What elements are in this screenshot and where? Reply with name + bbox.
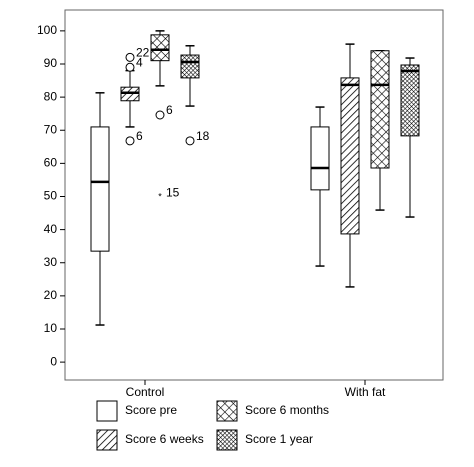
outlier [125, 62, 135, 72]
y-tick-label: 80 [44, 89, 58, 103]
outlier-label: 22 [136, 46, 150, 60]
box [400, 64, 420, 137]
legend-swatch [96, 400, 118, 422]
outlier [125, 136, 135, 146]
y-tick-label: 10 [44, 321, 58, 335]
legend-label: Score 6 weeks [125, 432, 204, 446]
box [310, 126, 330, 191]
y-tick-label: 30 [44, 255, 58, 269]
legend-swatch [96, 429, 118, 451]
box [370, 50, 390, 169]
outlier-label: 15 [166, 185, 180, 199]
outlier [185, 136, 195, 146]
legend-swatch [216, 429, 238, 451]
outlier [155, 110, 165, 120]
outlier [125, 52, 135, 62]
outlier-label: 4 [136, 55, 143, 69]
legend-label: Score pre [125, 403, 177, 417]
y-tick-label: 90 [44, 56, 58, 70]
box [150, 34, 170, 62]
legend-label: Score 1 year [245, 432, 313, 446]
box [90, 126, 110, 252]
y-tick-label: 50 [44, 189, 58, 203]
outlier-label: 18 [196, 129, 210, 143]
outlier-label: 6 [136, 129, 143, 143]
y-tick-label: 20 [44, 288, 58, 302]
y-tick-label: 100 [37, 23, 57, 37]
x-tick-label: Control [126, 385, 165, 399]
box [180, 54, 200, 79]
box [340, 77, 360, 235]
y-tick-label: 40 [44, 222, 58, 236]
legend-swatch [216, 400, 238, 422]
y-tick-label: 70 [44, 122, 58, 136]
y-tick-label: 60 [44, 156, 58, 170]
outlier: * [158, 192, 162, 202]
outlier-label: 6 [166, 103, 173, 117]
x-tick-label: With fat [345, 385, 386, 399]
legend-label: Score 6 months [245, 403, 329, 417]
y-tick-label: 0 [50, 354, 57, 368]
